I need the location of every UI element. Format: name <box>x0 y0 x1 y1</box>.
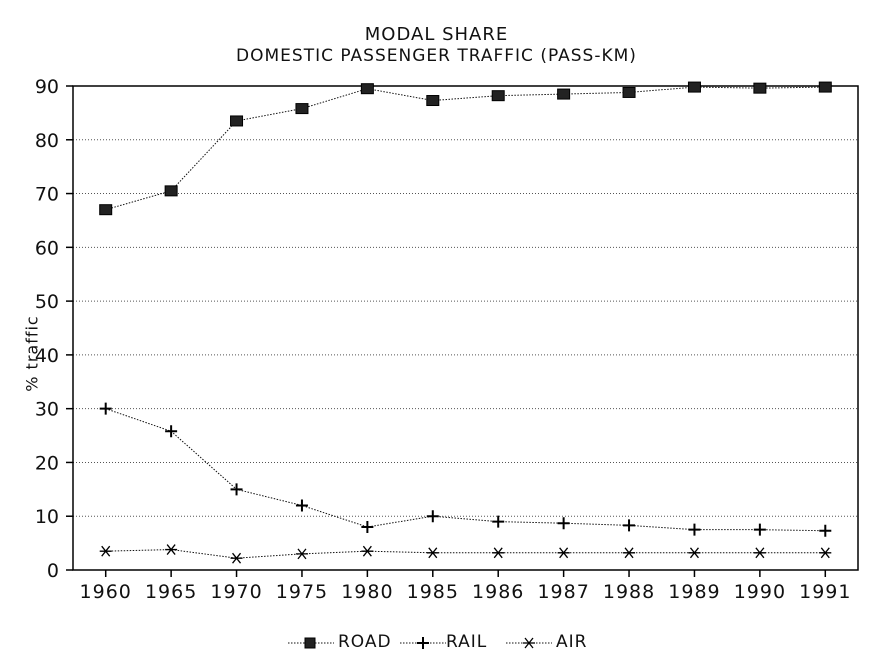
x-tick-label: 1985 <box>407 581 459 603</box>
y-tick-label: 90 <box>35 76 59 98</box>
x-tick-label: 1975 <box>276 581 328 603</box>
y-tick-label: 80 <box>35 130 59 152</box>
y-tick-label: 30 <box>35 399 59 421</box>
data-point-road <box>295 103 309 115</box>
x-tick-label: 1965 <box>145 581 197 603</box>
data-point-air <box>361 545 374 557</box>
data-point-air <box>165 544 178 555</box>
data-point-road <box>99 204 113 216</box>
data-point-air <box>753 547 766 559</box>
data-point-air <box>623 547 636 559</box>
data-point-rail <box>753 523 766 536</box>
data-point-rail <box>99 402 112 415</box>
data-point-air <box>557 547 570 559</box>
x-tick-label: 1987 <box>537 581 589 603</box>
data-point-road <box>622 86 636 98</box>
data-point-road <box>687 81 701 93</box>
data-point-rail <box>165 425 178 438</box>
x-tick-label: 1980 <box>341 581 393 603</box>
data-point-rail <box>361 520 374 533</box>
x-tick-label: 1970 <box>210 581 262 603</box>
data-point-road <box>818 81 832 93</box>
legend-label-rail: RAIL <box>446 632 488 652</box>
data-point-rail <box>426 510 439 523</box>
data-point-road <box>426 95 440 107</box>
y-tick-label: 50 <box>35 291 59 313</box>
chart-title: MODAL SHARE <box>364 24 509 45</box>
data-point-road <box>164 185 178 197</box>
data-point-rail <box>623 519 636 532</box>
plot-frame <box>72 85 859 571</box>
series-line-rail <box>105 408 826 532</box>
data-point-rail <box>688 523 701 536</box>
legend: ROAD RAIL AIR <box>0 631 873 655</box>
data-point-rail <box>492 515 505 528</box>
y-tick-label: 0 <box>47 560 59 582</box>
data-point-air <box>230 552 243 564</box>
series-line-road <box>105 86 826 211</box>
y-tick-label: 60 <box>35 237 59 259</box>
data-point-air <box>426 547 439 559</box>
series-line-air <box>105 549 826 559</box>
data-point-road <box>753 82 767 94</box>
data-point-rail <box>819 524 832 537</box>
x-tick-label: 1986 <box>472 581 524 603</box>
line-chart: 0 10 20 30 40 50 60 70 80 90 1960 1965 1970 1975 1980 1… <box>35 76 859 603</box>
chart-subtitle: DOMESTIC PASSENGER TRAFFIC (PASS-KM) <box>236 46 637 66</box>
y-tick-label: 70 <box>35 184 59 206</box>
data-point-road <box>230 115 244 127</box>
y-tick-label: 40 <box>35 345 59 367</box>
data-point-road <box>557 88 571 100</box>
data-point-air <box>295 548 308 560</box>
data-point-rail <box>230 483 243 496</box>
data-point-road <box>360 83 374 95</box>
y-tick-label: 10 <box>35 506 59 528</box>
x-tick-label: 1988 <box>603 581 655 603</box>
data-point-air <box>99 545 112 557</box>
data-point-rail <box>295 499 308 512</box>
x-tick-label: 1990 <box>734 581 786 603</box>
data-point-air <box>819 547 832 559</box>
legend-label-road: ROAD <box>338 632 392 652</box>
x-tick-label: 1991 <box>799 581 851 603</box>
data-point-road <box>491 90 505 102</box>
data-point-rail <box>557 517 570 530</box>
x-tick-label: 1960 <box>80 581 132 603</box>
data-point-air <box>688 547 701 559</box>
data-point-air <box>492 547 505 559</box>
y-tick-label: 20 <box>35 452 59 474</box>
legend-label-air: AIR <box>556 632 588 652</box>
x-tick-label: 1989 <box>668 581 720 603</box>
